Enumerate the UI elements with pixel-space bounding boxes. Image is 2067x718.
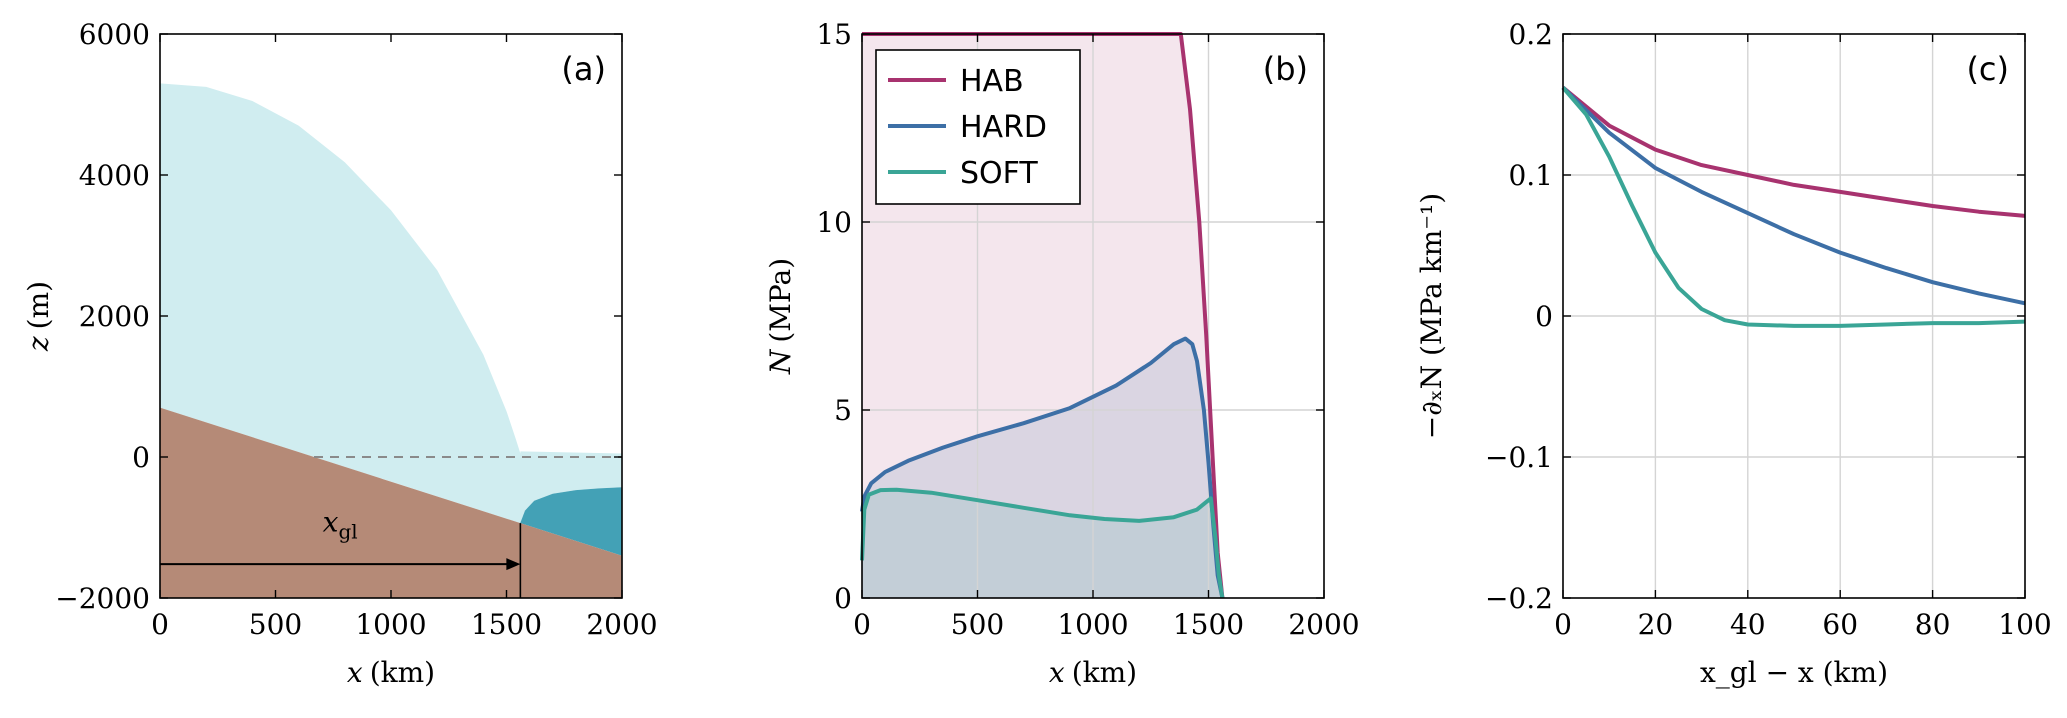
series-line-hab — [1561, 86, 2026, 218]
series-line-soft — [860, 487, 1225, 599]
panel-a-ytick-label: 6000 — [79, 18, 150, 51]
panel-a-y-var: z — [22, 336, 55, 352]
panel-a-x-var: x — [347, 656, 363, 689]
series-line-hard — [860, 336, 1225, 599]
panel-a-x-unit: (km) — [370, 656, 435, 689]
panel-c-series — [1561, 86, 2026, 328]
panel-a-x-axis-label: x (km) — [347, 656, 435, 689]
ice-sheet-area — [160, 83, 622, 524]
panel-b-label: (b) — [1263, 50, 1308, 88]
panel-c-ticks: 0 20 40 60 80 100 −0.2 −0.1 0 0.1 0.2 — [1485, 18, 2052, 641]
legend: HAB HARD SOFT — [875, 49, 1081, 205]
panel-b-x-var: x — [1049, 656, 1065, 689]
panel-c-ytick-label: −0.1 — [1485, 441, 1553, 474]
panel-a-xtick-label: 0 — [151, 608, 169, 641]
panel-c-xtick-label: 100 — [1998, 608, 2051, 641]
area-fill-hard — [862, 338, 1223, 598]
panel-b-y-unit: (MPa) — [764, 258, 797, 343]
panel-c-xtick-label: 20 — [1638, 608, 1674, 641]
panel-c-x-axis-label: x_gl − x (km) — [1700, 656, 1888, 689]
panel-c-xtick-label: 40 — [1730, 608, 1766, 641]
panel-b-series — [860, 32, 1225, 599]
panel-c-xtick-label: 80 — [1915, 608, 1951, 641]
panel-a-annotation: xgl — [160, 506, 522, 598]
panel-b-xtick-label: 1500 — [1173, 608, 1244, 641]
bedrock-area — [160, 407, 622, 598]
series-line-hard — [1561, 86, 2026, 306]
panel-b-ytick-label: 0 — [834, 582, 852, 615]
annotation-x: x — [323, 506, 339, 539]
panel-b-frame — [861, 33, 1325, 599]
panel-a-fills — [160, 83, 622, 598]
panel-c-grid — [1563, 34, 2025, 598]
legend-label-hard: HARD — [960, 110, 1047, 145]
panel-a-frame — [159, 33, 623, 599]
panel-a-y-unit: (m) — [22, 281, 55, 329]
legend-label-hab: HAB — [960, 64, 1024, 99]
panel-c-y-axis-label: −∂ₓN (MPa km⁻¹) — [1415, 193, 1448, 439]
panel-a-ytick-label: 4000 — [79, 159, 150, 192]
panel-c-label: (c) — [1966, 50, 2009, 88]
panel-c-frame — [1562, 33, 2026, 599]
panel-b-ytick-label: 15 — [816, 18, 852, 51]
series-line-soft — [1561, 86, 2026, 328]
panel-c-xtick-label: 60 — [1822, 608, 1858, 641]
legend-label-soft: SOFT — [960, 156, 1038, 191]
panel-b-xtick-label: 500 — [951, 608, 1004, 641]
panel-b-ticks: 0 500 1000 1500 2000 0 5 10 15 — [816, 18, 1359, 641]
panel-b-y-axis-label: N (MPa) — [764, 258, 797, 375]
annotation-x-gl: xgl — [323, 506, 358, 544]
panel-a-xtick-label: 2000 — [586, 608, 657, 641]
panel-a-y-axis-label: z (m) — [22, 281, 55, 352]
ocean-cavity-area — [520, 487, 622, 556]
panel-a-ytick-label: 2000 — [79, 300, 150, 333]
panel-a-xtick-label: 1000 — [355, 608, 426, 641]
panel-a-xtick-label: 500 — [249, 608, 302, 641]
annotation-subscript-gl: gl — [338, 520, 357, 544]
panel-b-xtick-label: 0 — [853, 608, 871, 641]
panel-b-effective-pressure: 0 500 1000 1500 2000 0 5 10 15 HAB HARD SOFT (b)… — [764, 18, 1360, 689]
panel-b-y-var: N — [764, 348, 797, 375]
area-fill-soft — [862, 489, 1223, 598]
panel-c-pressure-gradient: 0 20 40 60 80 100 −0.2 −0.1 0 0.1 0.2 (c) x_gl − x… — [1415, 18, 2052, 689]
panel-c-ytick-label: −0.2 — [1485, 582, 1553, 615]
grounding-line-arrowhead — [506, 558, 521, 571]
panel-c-ytick-label: 0.1 — [1508, 159, 1553, 192]
panel-c-xtick-label: 0 — [1554, 608, 1572, 641]
panel-b-x-axis-label: x (km) — [1049, 656, 1137, 689]
panel-a-xtick-label: 1500 — [471, 608, 542, 641]
panel-c-ytick-label: 0 — [1535, 300, 1553, 333]
panel-a-label: (a) — [561, 50, 606, 88]
panel-b-ytick-label: 10 — [816, 206, 852, 239]
panel-c-ytick-label: 0.2 — [1508, 18, 1553, 51]
panel-b-ytick-label: 5 — [834, 394, 852, 427]
panel-b-xtick-label: 2000 — [1288, 608, 1359, 641]
panel-a-ytick-label: 0 — [132, 441, 150, 474]
panel-a-ytick-label: −2000 — [55, 582, 150, 615]
panel-b-xtick-label: 1000 — [1057, 608, 1128, 641]
panel-b-x-unit: (km) — [1072, 656, 1137, 689]
